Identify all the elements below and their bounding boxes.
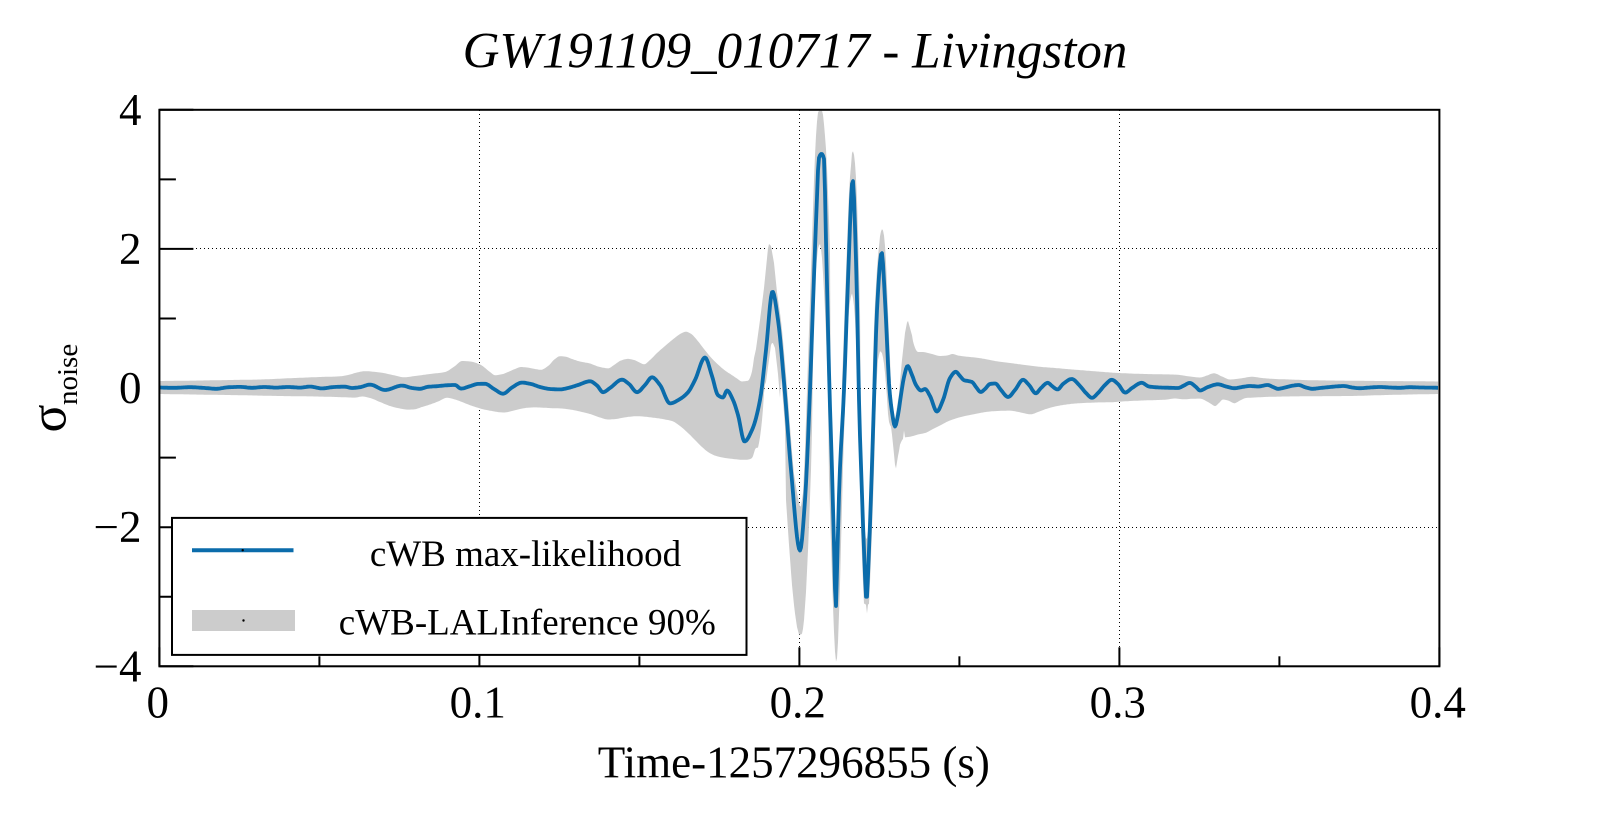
svg-text:0.4: 0.4 (1410, 678, 1466, 728)
svg-text:0.3: 0.3 (1090, 678, 1146, 728)
svg-text:σ: σ (21, 404, 78, 432)
svg-text:noise: noise (52, 344, 84, 405)
svg-text:0.2: 0.2 (770, 678, 826, 728)
svg-text:0: 0 (119, 363, 142, 413)
svg-text:cWB-LALInference 90%: cWB-LALInference 90% (339, 603, 716, 644)
svg-text:GW191109_010717 - Livingston: GW191109_010717 - Livingston (463, 24, 1128, 80)
svg-text:−2: −2 (94, 502, 142, 552)
svg-text:2: 2 (119, 224, 142, 274)
svg-text:4: 4 (119, 85, 142, 135)
svg-text:0.1: 0.1 (450, 678, 506, 728)
svg-text:−4: −4 (94, 641, 142, 691)
svg-text:cWB max-likelihood: cWB max-likelihood (370, 534, 682, 575)
svg-text:0: 0 (146, 678, 169, 728)
svg-text:Time-1257296855 (s): Time-1257296855 (s) (598, 738, 990, 788)
